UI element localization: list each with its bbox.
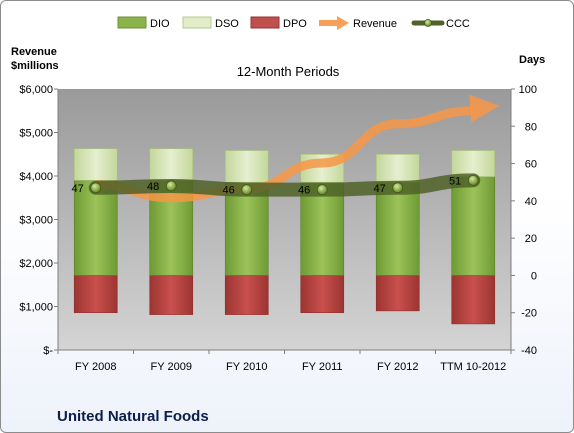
ccc-data-label: 47 <box>374 183 386 195</box>
legend-swatch-dso <box>182 16 212 29</box>
x-category-label: FY 2010 <box>226 361 267 373</box>
bar-dio <box>451 176 496 276</box>
ccc-data-label: 47 <box>72 183 84 195</box>
ccc-data-label: 46 <box>223 185 235 197</box>
ccc-point <box>392 182 404 194</box>
left-tick-label: $3,000 <box>19 215 53 227</box>
legend-swatch-revenue <box>319 16 349 30</box>
chart-title: 12-Month Periods <box>237 64 340 79</box>
ccc-line <box>88 173 481 197</box>
right-tick-label: 0 <box>531 270 537 282</box>
right-tick-label: 80 <box>525 121 537 133</box>
right-tick-label: -20 <box>521 308 537 320</box>
bar-dso <box>149 148 194 181</box>
bar-dso <box>73 148 118 181</box>
bar-dio <box>300 181 345 276</box>
ccc-point <box>90 182 102 194</box>
ccc-point <box>165 180 177 192</box>
legend-label-dso: DSO <box>215 18 239 30</box>
bar-dso <box>375 153 420 183</box>
right-tick-label: 20 <box>525 233 537 245</box>
legend: DIO DSO DPO Revenue CCC <box>117 16 470 30</box>
bar-dio <box>73 180 118 276</box>
legend-label-dpo: DPO <box>283 18 307 30</box>
legend-swatch-dpo <box>250 16 280 29</box>
ccc-data-label: 46 <box>298 185 310 197</box>
bar-dpo <box>73 275 118 314</box>
ccc-point <box>316 184 328 196</box>
revenue-layer <box>95 94 500 203</box>
legend-label-ccc: CCC <box>446 18 470 30</box>
plot-area <box>58 89 511 350</box>
bar-dpo <box>300 275 345 314</box>
bar-dpo <box>375 275 420 312</box>
legend-swatch-ccc-dot <box>424 19 432 27</box>
x-category-label: TTM 10-2012 <box>440 361 506 373</box>
left-tick-label: $2,000 <box>19 258 53 270</box>
bar-dio <box>375 181 420 276</box>
left-tick-label: $4,000 <box>19 171 53 183</box>
ccc-data-label: 51 <box>449 175 461 187</box>
legend-swatch-dio <box>117 16 147 29</box>
left-tick-label: $- <box>43 345 53 357</box>
legend-label-dio: DIO <box>150 18 170 30</box>
left-axis-title-line1: Revenue <box>11 46 57 58</box>
ccc-data-label: 48 <box>147 181 159 193</box>
ccc-layer: 47 48 46 46 47 51 <box>72 173 481 197</box>
bar-dio <box>224 181 269 276</box>
right-tick-label: 100 <box>519 84 537 96</box>
x-category-label: FY 2008 <box>75 361 116 373</box>
ccc-point <box>467 174 479 186</box>
left-tick-label: $1,000 <box>19 302 53 314</box>
left-tick-label: $5,000 <box>19 128 53 140</box>
right-tick-label: 60 <box>525 159 537 171</box>
left-tick-label: $6,000 <box>19 84 53 96</box>
bar-dpo <box>224 275 269 315</box>
revenue-line <box>95 106 474 203</box>
x-category-label: FY 2012 <box>377 361 418 373</box>
right-tick-label: -40 <box>521 345 537 357</box>
left-axis-title-line2: $millions <box>11 60 59 72</box>
bar-dso <box>451 150 496 177</box>
revenue-arrowhead <box>469 94 500 123</box>
legend-label-revenue: Revenue <box>353 18 397 30</box>
axes-layer: $- $1,000 $2,000 $3,000 $4,000 $5,000 $6,000 -4… <box>19 84 537 373</box>
company-name: United Natural Foods <box>57 408 209 425</box>
bar-dso <box>224 150 269 183</box>
right-axis-title: Days <box>519 54 545 66</box>
right-tick-label: 40 <box>525 196 537 208</box>
bar-dpo <box>451 275 496 325</box>
x-category-label: FY 2009 <box>151 361 192 373</box>
ccc-point <box>241 184 253 196</box>
x-category-label: FY 2011 <box>302 361 343 373</box>
bar-dpo <box>149 275 194 315</box>
